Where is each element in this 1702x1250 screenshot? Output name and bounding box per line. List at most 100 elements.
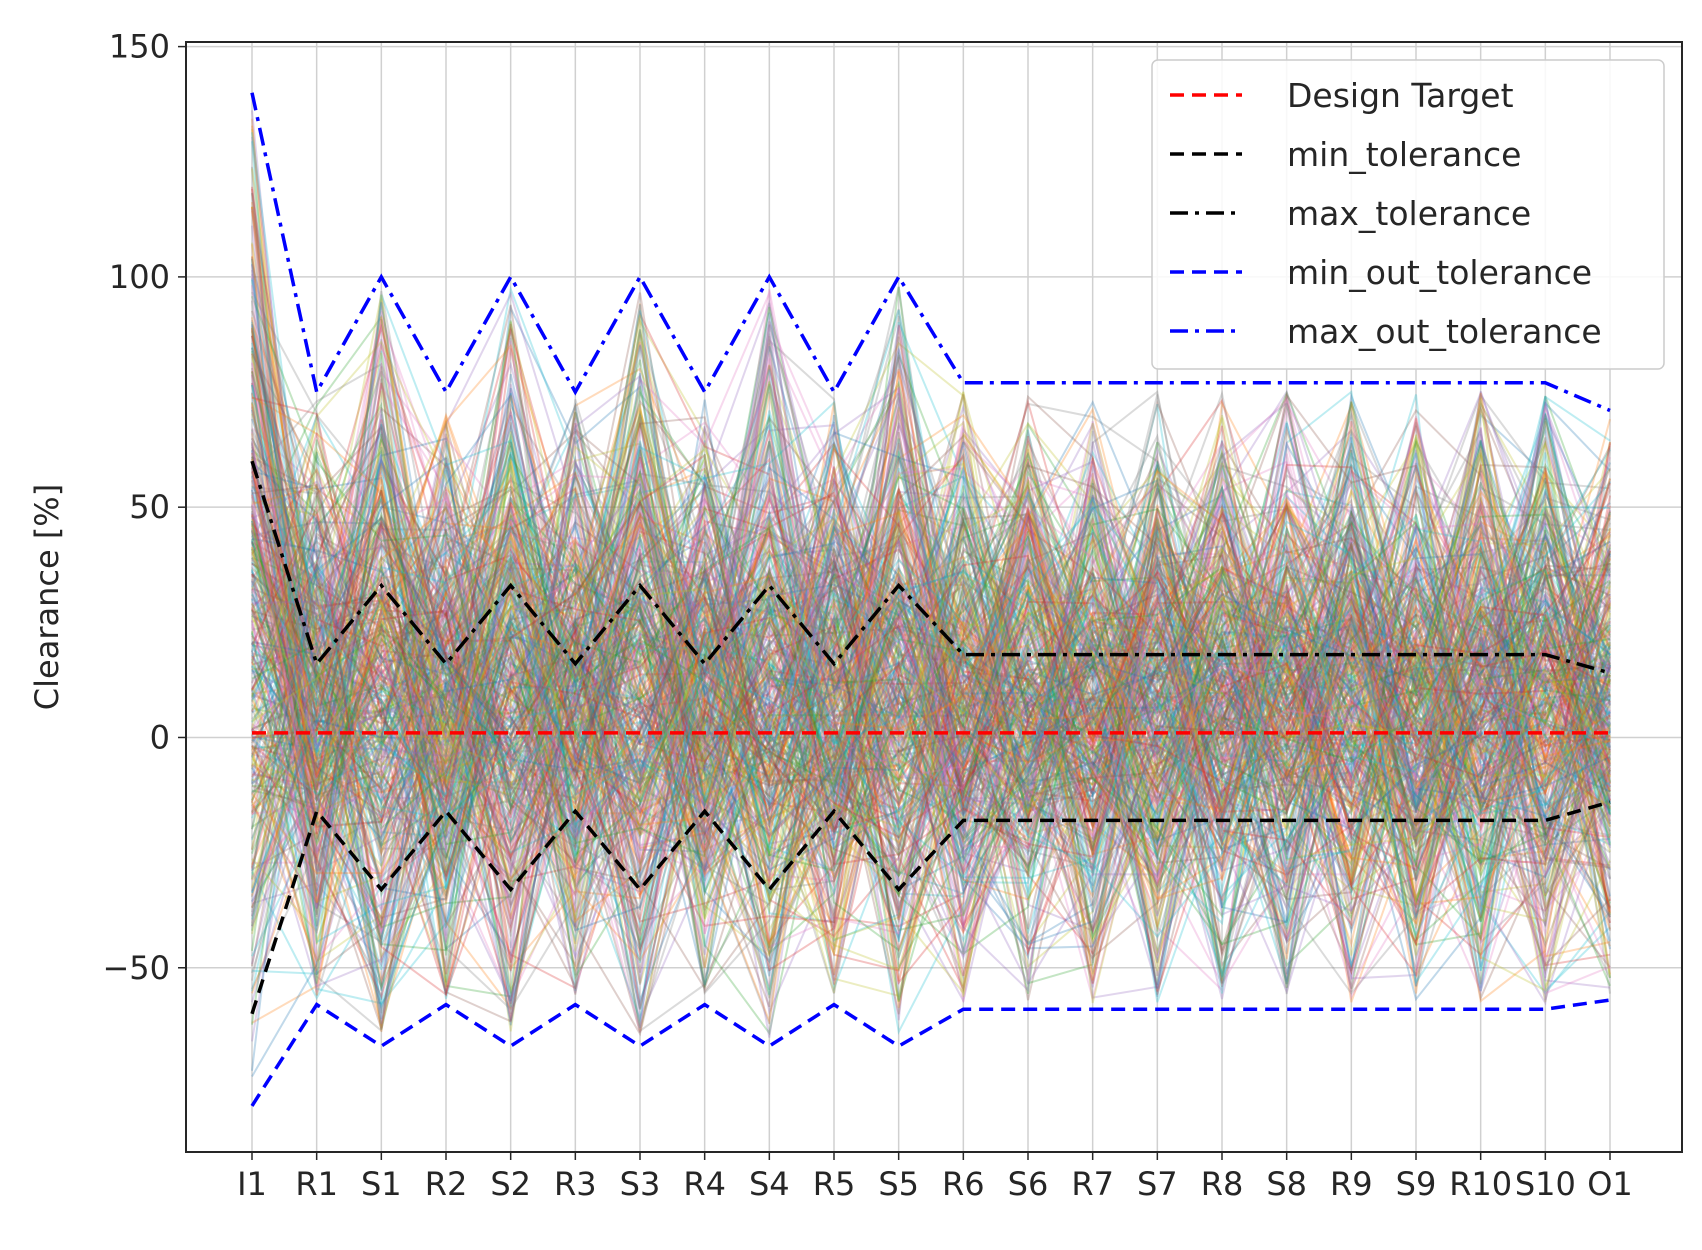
sample-trace <box>251 428 1611 909</box>
sample-trace <box>251 390 1611 1009</box>
sample-trace <box>251 383 1611 1003</box>
sample-trace <box>251 416 1611 884</box>
sample-trace <box>251 422 1611 898</box>
sample-trace <box>251 568 1611 948</box>
sample-trace <box>251 406 1611 930</box>
sample-trace <box>251 414 1611 851</box>
sample-trace <box>251 518 1611 988</box>
sample-trace <box>251 405 1611 945</box>
sample-trace <box>251 186 1611 1004</box>
sample-trace <box>251 411 1611 928</box>
sample-trace <box>251 453 1611 988</box>
sample-trace <box>251 510 1611 951</box>
sample-trace <box>251 132 1611 822</box>
sample-trace <box>251 449 1611 848</box>
sample-trace <box>251 532 1611 985</box>
sample-trace <box>251 256 1611 976</box>
sample-trace <box>251 526 1611 919</box>
sample-trace <box>251 420 1611 1033</box>
sample-trace <box>251 422 1611 943</box>
sample-trace <box>251 452 1611 983</box>
sample-trace <box>251 457 1611 866</box>
sample-trace <box>251 325 1611 947</box>
sample-trace <box>251 484 1611 948</box>
sample-trace <box>251 396 1611 776</box>
sample-trace <box>251 206 1611 980</box>
sample-trace <box>251 484 1611 1021</box>
sample-trace <box>251 441 1611 920</box>
sample-trace <box>251 397 1611 961</box>
sample-trace <box>251 490 1611 972</box>
sample-trace <box>251 507 1611 971</box>
sample-trace <box>251 166 1611 1033</box>
sample-trace <box>251 396 1611 958</box>
sample-trace <box>251 492 1611 916</box>
sample-trace <box>251 401 1611 873</box>
sample-trace <box>251 289 1611 993</box>
sample-trace <box>251 168 1611 999</box>
sample-trace <box>251 341 1611 963</box>
sample-trace <box>251 331 1611 827</box>
sample-trace <box>251 244 1611 996</box>
sample-trace <box>251 490 1611 1000</box>
sample-trace <box>251 384 1611 1008</box>
sample-trace <box>251 384 1611 1004</box>
sample-trace <box>251 392 1611 949</box>
sample-trace <box>251 353 1611 915</box>
sample-trace <box>251 443 1611 810</box>
sample-trace <box>251 393 1611 1032</box>
sample-trace <box>251 341 1611 881</box>
sample-trace <box>251 394 1611 896</box>
sample-trace <box>251 440 1611 969</box>
sample-trace <box>251 188 1611 828</box>
sample-trace <box>251 471 1611 964</box>
sample-trace <box>251 476 1611 997</box>
x-tick-label: R1 <box>295 1165 338 1203</box>
x-tick-label: S3 <box>620 1165 661 1203</box>
sample-trace <box>251 490 1611 857</box>
sample-trace <box>251 448 1611 943</box>
sample-trace <box>251 407 1611 929</box>
sample-trace <box>251 364 1611 847</box>
sample-trace <box>251 385 1611 992</box>
sample-trace <box>251 431 1611 865</box>
sample-trace <box>251 450 1611 955</box>
sample-trace <box>251 308 1611 1025</box>
sample-trace <box>251 359 1611 985</box>
sample-trace <box>251 302 1611 866</box>
sample-trace <box>251 395 1611 947</box>
sample-trace <box>251 421 1611 1001</box>
sample-trace <box>251 335 1611 962</box>
sample-trace <box>251 465 1611 907</box>
x-tick-label: R3 <box>554 1165 597 1203</box>
sample-traces-layer <box>251 110 1611 1078</box>
sample-trace <box>251 469 1611 992</box>
sample-trace <box>251 507 1611 964</box>
sample-trace <box>251 426 1611 941</box>
sample-trace <box>251 304 1611 943</box>
sample-trace <box>251 208 1611 913</box>
sample-trace <box>251 439 1611 1005</box>
sample-trace <box>251 321 1611 839</box>
sample-trace <box>251 346 1611 895</box>
sample-trace <box>251 478 1611 935</box>
sample-trace <box>251 302 1611 870</box>
sample-trace <box>251 291 1611 918</box>
sample-trace <box>251 412 1611 908</box>
sample-trace <box>251 467 1611 847</box>
sample-trace <box>251 327 1611 942</box>
sample-trace <box>251 408 1611 970</box>
sample-trace <box>251 437 1611 1026</box>
sample-trace <box>251 466 1611 1005</box>
sample-trace <box>251 554 1611 1029</box>
sample-trace <box>251 428 1611 879</box>
y-tick-label: 100 <box>109 258 170 296</box>
sample-trace <box>251 412 1611 866</box>
sample-trace <box>251 314 1611 972</box>
sample-trace <box>251 294 1611 975</box>
sample-trace <box>251 355 1611 988</box>
x-tick-label: S9 <box>1396 1165 1437 1203</box>
sample-trace <box>251 367 1611 851</box>
sample-trace <box>251 340 1611 918</box>
